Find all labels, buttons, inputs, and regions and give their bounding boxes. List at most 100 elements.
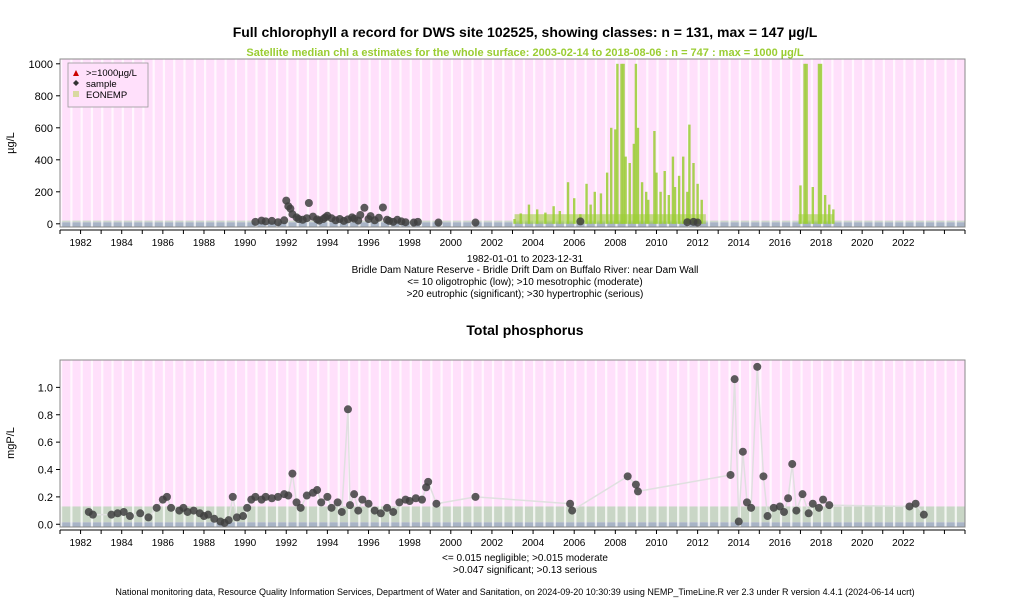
satellite-bar	[811, 187, 814, 224]
grid-stripe	[121, 360, 124, 527]
x-tick-label: 1990	[234, 538, 257, 549]
grid-stripe	[584, 360, 587, 527]
grid-stripe	[245, 59, 248, 227]
grid-stripe	[646, 59, 649, 227]
grid-stripe	[903, 59, 906, 227]
sample-point	[304, 199, 313, 207]
sample-point	[267, 216, 276, 225]
satellite-bar	[682, 156, 685, 224]
grid-stripe	[491, 360, 495, 527]
grid-stripe	[615, 360, 618, 527]
grid-stripe	[317, 360, 320, 527]
grid-stripe	[934, 59, 937, 227]
grid-stripe	[913, 59, 916, 227]
sample-point	[775, 502, 784, 511]
grid-stripe	[656, 360, 659, 527]
satellite-bar	[566, 182, 570, 224]
sample-point	[905, 502, 914, 511]
chart1-title: Full chlorophyll a record for DWS site 1…	[233, 24, 818, 40]
satellite-bar	[593, 191, 596, 224]
x-tick-label: 2000	[440, 238, 463, 249]
chart1-subtitle: Satellite median chl a estimates for the…	[246, 47, 803, 59]
grid-stripe	[347, 59, 351, 227]
x-tick-label: 1998	[399, 538, 422, 549]
x-tick-label: 2020	[851, 538, 874, 549]
sample-point	[814, 503, 823, 512]
grid-stripe	[275, 59, 279, 227]
y-tick-label: 0	[47, 219, 53, 231]
satellite-bar	[636, 127, 640, 224]
x-tick-label: 1998	[399, 238, 422, 249]
grid-stripe	[481, 59, 484, 227]
sample-point	[144, 513, 153, 522]
sample-point	[354, 506, 363, 515]
sample-point	[471, 492, 480, 501]
satellite-bar	[823, 195, 827, 224]
y-tick-label: 0.4	[38, 465, 53, 477]
sample-point	[333, 498, 342, 507]
chart1-class-line2: >20 eutrophic (significant); >30 hypertr…	[407, 289, 644, 300]
x-tick-label: 1982	[69, 238, 92, 249]
sample-point	[232, 513, 241, 522]
x-tick-label: 1994	[316, 238, 339, 249]
sample-point	[337, 507, 346, 516]
sample-point	[210, 514, 219, 523]
sample-point	[364, 499, 373, 508]
satellite-bar	[799, 185, 802, 224]
x-tick-label: 2008	[604, 538, 627, 549]
x-tick-label: 2016	[769, 538, 792, 549]
satellite-bar	[696, 183, 699, 224]
grid-stripe	[779, 59, 783, 227]
x-tick-label: 2022	[892, 538, 915, 549]
legend-entry: sample	[86, 79, 117, 90]
sample-point	[726, 470, 735, 479]
grid-stripe	[502, 59, 505, 227]
sample-point	[633, 487, 642, 496]
satellite-bar	[686, 191, 689, 224]
sample-point	[808, 499, 817, 508]
sample-point	[424, 477, 433, 486]
sample-point	[302, 491, 311, 500]
sample-point	[376, 509, 385, 518]
grid-stripe	[749, 59, 752, 227]
grid-stripe	[80, 59, 83, 227]
grid-stripe	[90, 360, 94, 527]
sample-point	[183, 507, 192, 516]
grid-stripe	[399, 360, 402, 527]
grid-stripe	[718, 59, 721, 227]
grid-stripe	[677, 360, 680, 527]
sample-point	[804, 509, 813, 518]
grid-stripe	[162, 360, 166, 527]
grid-stripe	[173, 360, 176, 527]
x-tick-label: 2012	[686, 238, 709, 249]
sample-point	[261, 217, 270, 226]
satellite-bar	[640, 182, 644, 224]
grid-stripe	[461, 360, 464, 527]
grid-stripe	[666, 59, 669, 227]
sample-point	[623, 472, 632, 481]
credit-line: National monitoring data, Resource Quali…	[115, 587, 914, 597]
grid-stripe	[882, 59, 885, 227]
grid-stripe	[296, 59, 299, 227]
sample-point	[162, 492, 171, 501]
legend-marker-square	[73, 91, 79, 97]
grid-stripe	[584, 59, 587, 227]
grid-stripe	[666, 360, 669, 527]
satellite-bar	[700, 199, 703, 224]
grid-stripe	[697, 59, 700, 227]
x-tick-label: 2018	[810, 538, 833, 549]
grid-stripe	[533, 59, 536, 227]
grid-stripe	[193, 59, 196, 227]
satellite-bar	[624, 156, 627, 224]
grid-stripe	[296, 360, 299, 527]
satellite-bar	[628, 163, 631, 224]
satellite-bar	[655, 172, 658, 224]
grid-stripe	[944, 360, 947, 527]
satellite-bar	[692, 163, 695, 224]
grid-stripe	[522, 360, 525, 527]
sample-point	[418, 495, 426, 504]
grid-stripe	[440, 59, 443, 227]
sample-point	[693, 218, 702, 227]
grid-stripe	[831, 360, 834, 527]
